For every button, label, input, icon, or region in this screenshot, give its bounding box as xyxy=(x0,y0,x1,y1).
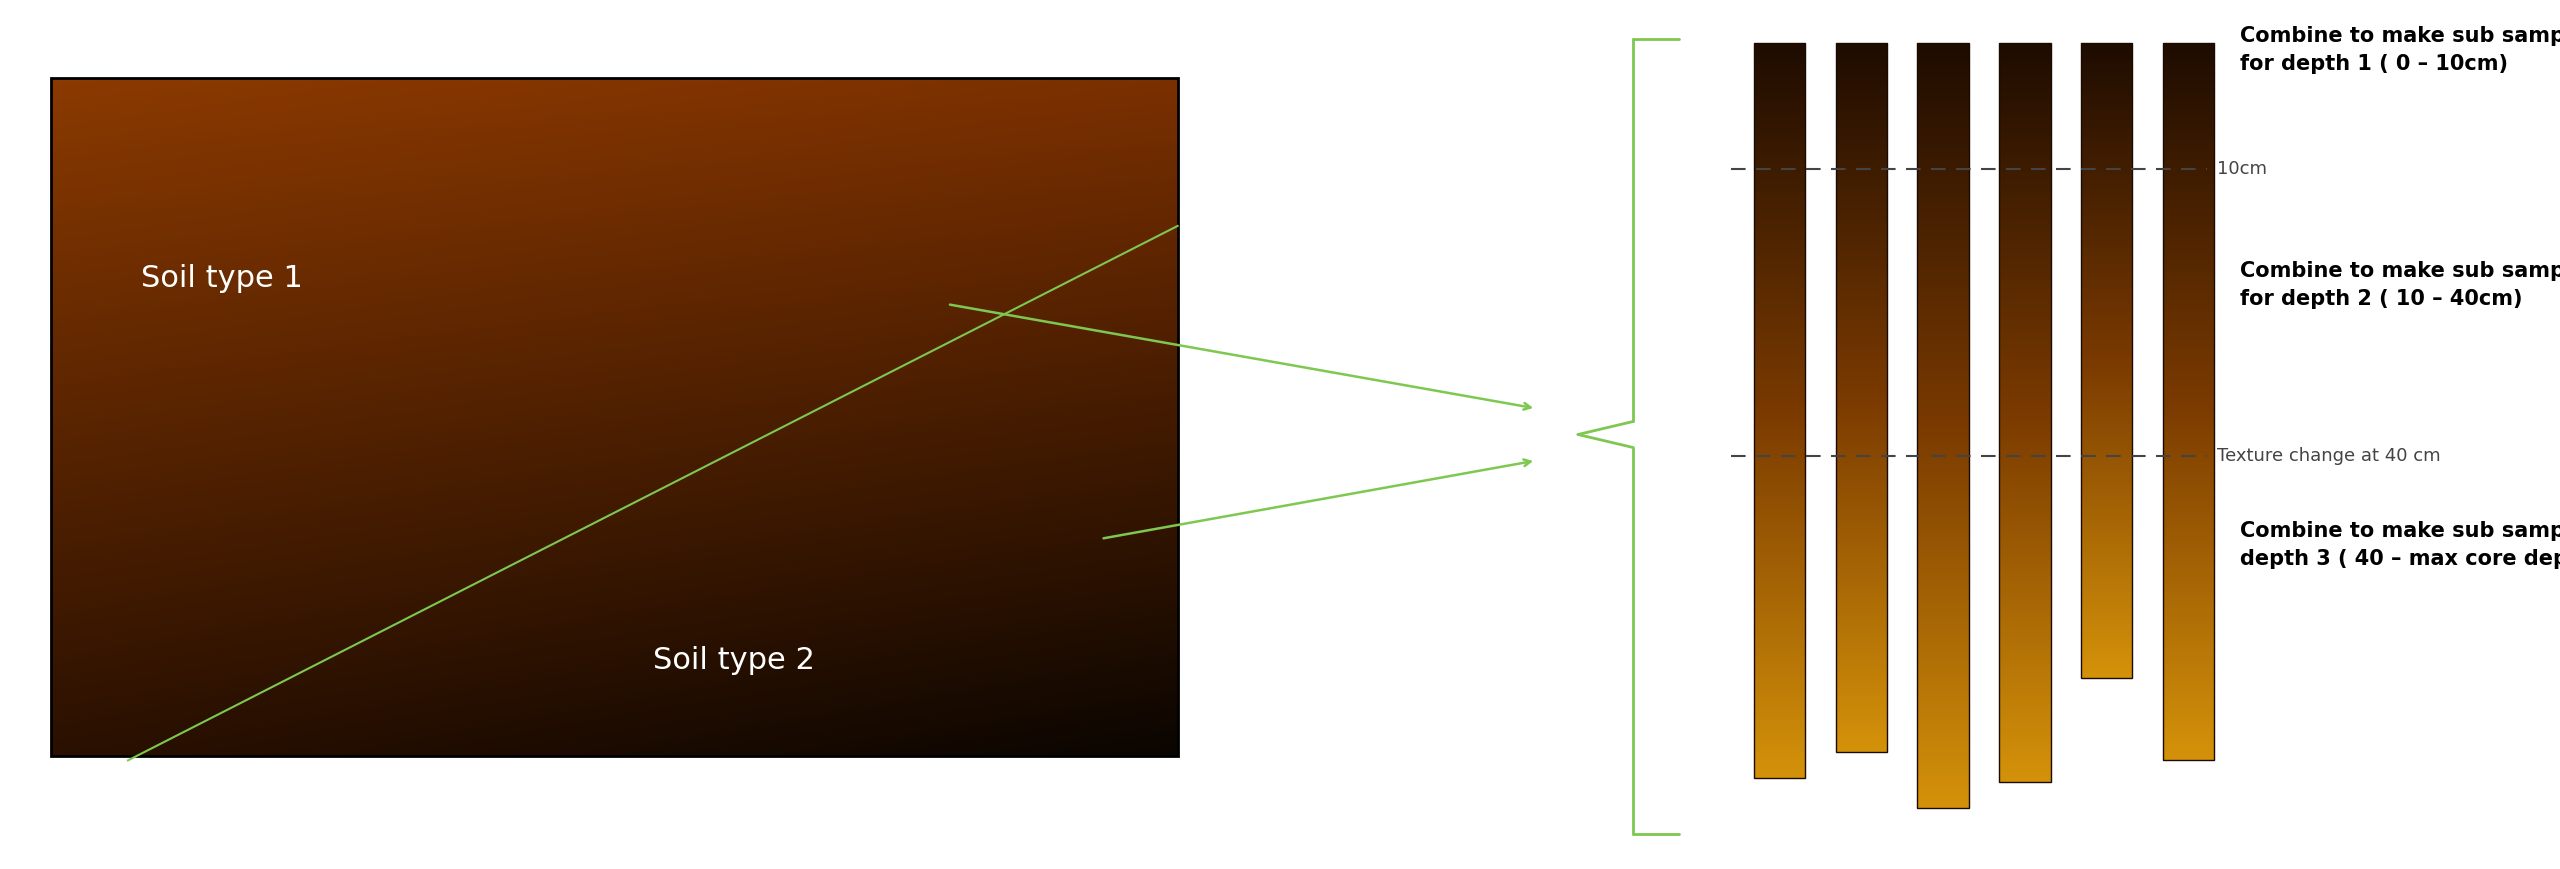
Text: Combine to make sub sample
for depth 2 ( 10 – 40cm): Combine to make sub sample for depth 2 (… xyxy=(2240,261,2560,308)
Text: 10cm: 10cm xyxy=(2217,161,2268,178)
Bar xyxy=(1754,43,1805,778)
Bar xyxy=(51,78,1178,756)
Bar xyxy=(1836,43,1887,752)
Text: Soil type 1: Soil type 1 xyxy=(141,263,302,293)
Bar xyxy=(1917,43,1969,808)
Bar xyxy=(1999,43,2051,782)
Text: Combine to make sub sample
for depth 1 ( 0 – 10cm): Combine to make sub sample for depth 1 (… xyxy=(2240,26,2560,74)
Bar xyxy=(2081,43,2132,678)
Text: Soil type 2: Soil type 2 xyxy=(653,646,814,675)
Text: Texture change at 40 cm: Texture change at 40 cm xyxy=(2217,448,2440,465)
Bar xyxy=(2163,43,2214,760)
Text: Combine to make sub sample for
depth 3 ( 40 – max core depth): Combine to make sub sample for depth 3 (… xyxy=(2240,521,2560,569)
